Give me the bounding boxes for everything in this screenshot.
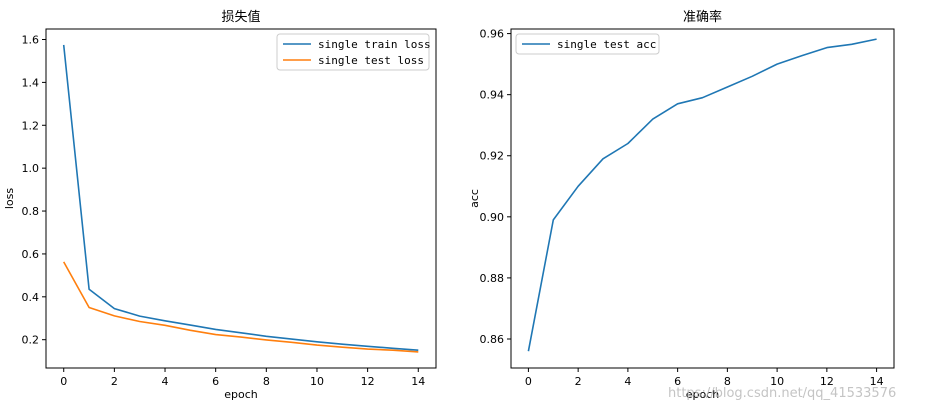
chart-title: 准确率	[683, 9, 722, 25]
legend: single test acc	[515, 33, 660, 55]
x-axis-label: epoch	[686, 388, 720, 401]
plot-frame	[510, 28, 895, 369]
y-tick-label: 0.4	[22, 291, 40, 304]
x-tick-label: 4	[162, 375, 169, 388]
x-tick-label: 8	[724, 375, 731, 388]
x-tick-label: 0	[525, 375, 532, 388]
x-tick-label: 14	[870, 375, 884, 388]
x-tick-label: 0	[60, 375, 67, 388]
plot-frame	[45, 28, 437, 369]
chart-title: 损失值	[221, 9, 260, 25]
y-tick-label: 1.0	[22, 162, 40, 175]
y-axis-label: acc	[468, 189, 481, 208]
y-axis-label: loss	[3, 188, 16, 210]
y-tick-label: 1.6	[22, 34, 40, 47]
y-tick-label: 0.2	[22, 334, 40, 347]
y-tick-label: 0.88	[480, 272, 505, 285]
chart-2: 0 2 4 6 8 10 12 14 0.86 0.88 0.90 0.92 0.94 0.96 准确率 ep…	[468, 9, 895, 401]
x-tick-label: 6	[674, 375, 681, 388]
y-tick-label: 0.86	[480, 333, 505, 346]
x-tick-label: 2	[111, 375, 118, 388]
y-tick-label: 1.4	[22, 76, 40, 89]
series-line-2	[63, 261, 419, 353]
x-axis-label: epoch	[224, 388, 258, 401]
legend-entry: single test loss	[318, 54, 424, 67]
x-tick-label: 4	[624, 375, 631, 388]
x-tick-label: 10	[770, 375, 784, 388]
legend-box	[515, 33, 660, 55]
x-tick-label: 8	[263, 375, 270, 388]
watermark: https://blog.csdn.net/qq_41533576	[668, 386, 897, 401]
x-tick-label: 6	[212, 375, 219, 388]
x-tick-label: 14	[411, 375, 425, 388]
x-tick-label: 10	[310, 375, 324, 388]
x-tick-label: 12	[361, 375, 375, 388]
chart-1: 0 2 4 6 8 10 12 14 0.2 0.4 0.6 0.8 1.0 1.2 1.4 1.6 损失值 ep…	[3, 9, 437, 401]
y-tick-label: 0.8	[22, 205, 40, 218]
x-tick-label: 12	[820, 375, 834, 388]
y-tick-label: 0.90	[480, 211, 505, 224]
x-tick-label: 2	[575, 375, 582, 388]
y-tick-label: 0.6	[22, 248, 40, 261]
y-tick-label: 0.92	[480, 150, 505, 163]
legend-box	[276, 33, 430, 71]
legend: single train loss single test loss	[276, 33, 431, 71]
legend-entry: single train loss	[318, 38, 431, 51]
legend-entry: single test acc	[557, 38, 656, 51]
y-tick-label: 1.2	[22, 119, 40, 132]
y-tick-label: 0.96	[480, 28, 505, 41]
y-tick-label: 0.94	[480, 89, 505, 102]
series-line-1	[62, 44, 419, 351]
series-line-1	[527, 38, 877, 352]
